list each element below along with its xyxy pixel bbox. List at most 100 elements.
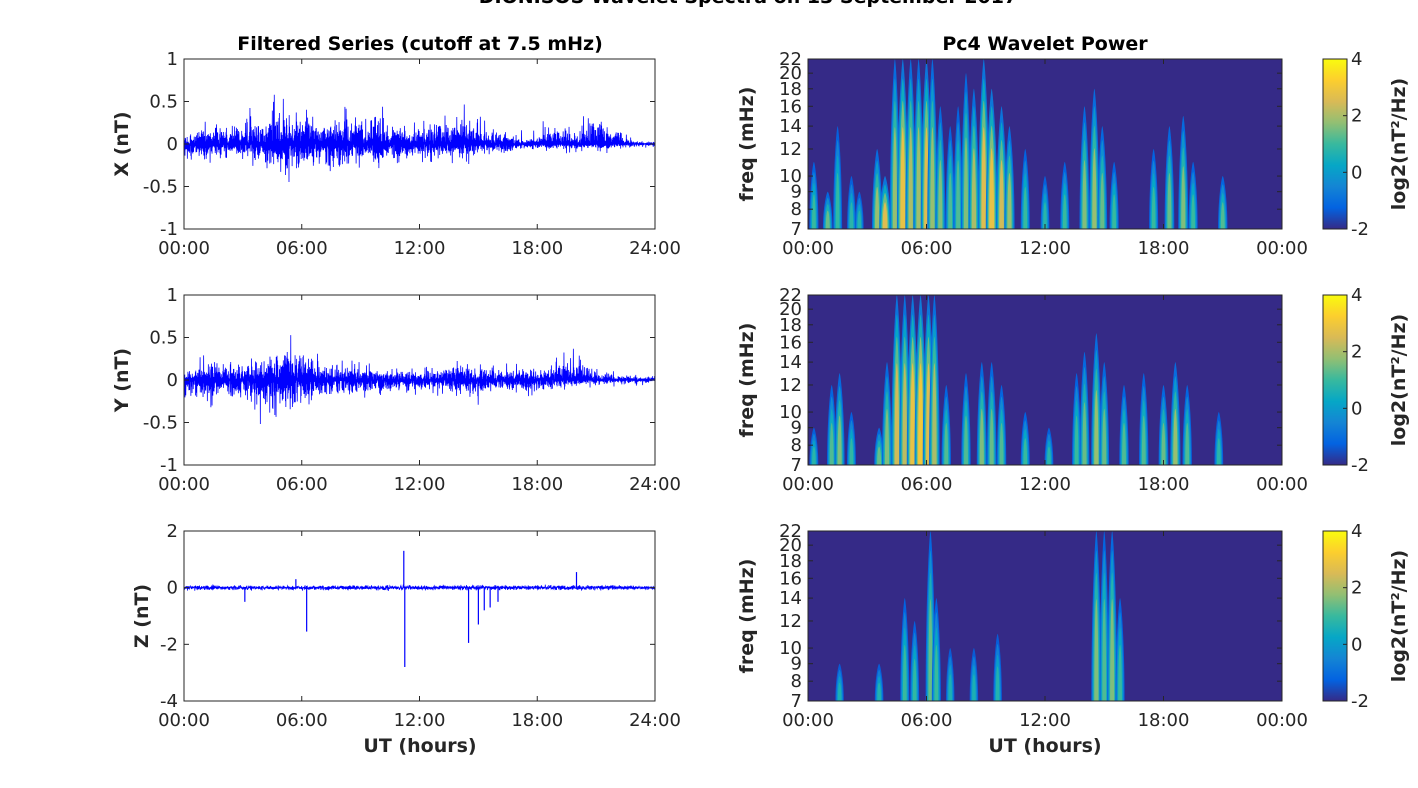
colorbar-label: log2(nT²/Hz) [1388,550,1410,682]
power-burst [908,127,913,229]
series-ytick-label: 0 [167,370,178,391]
series-xtick-label: 18:00 [511,474,563,495]
wavelet-xtick-label: 06:00 [901,710,953,731]
wavelet-xtick-label: 12:00 [1019,710,1071,731]
z-wavelet-xlabel: UT (hours) [988,735,1101,757]
wavelet-ytick-label: 20 [779,535,802,556]
power-burst [979,408,984,465]
wavelet-ytick-label: 10 [779,402,802,423]
power-burst [1161,422,1166,465]
power-burst [1102,408,1107,465]
power-burst [918,363,924,465]
power-burst [1141,415,1146,465]
power-burst [1216,438,1221,465]
series-ytick-label: -1 [160,219,178,240]
power-burst [837,415,842,465]
power-burst [956,160,961,229]
colorbar-label: log2(nT²/Hz) [1388,314,1410,446]
series-ytick-label: 1 [167,285,178,306]
wavelet-ytick-label: 20 [779,299,802,320]
power-burst [1151,186,1156,229]
wavelet-ytick-label: 16 [779,568,802,589]
wavelet-ytick-label: 12 [779,375,802,396]
wavelet-xtick-label: 00:00 [1256,474,1308,495]
power-burst [1092,148,1097,229]
wavelet-xtick-label: 18:00 [1138,474,1190,495]
series-trace [184,94,655,182]
power-burst [900,127,906,229]
series-xtick-label: 00:00 [158,238,210,259]
power-burst [1047,446,1051,465]
series-ytick-label: 0.5 [149,92,178,113]
wavelet-ytick-label: 8 [791,671,802,692]
wavelet-ytick-label: 9 [791,182,802,203]
x-series-panel: Filtered Series (cutoff at 7.5 mHz) X (n… [111,33,681,259]
figure-title: DIONISOS Wavelet Spectra on 13 September… [479,0,1017,8]
z-series-panel: Z (nT) 00:00 06:00 12:00 18:00 24:00 2 0 -2 -4 U… [131,521,681,757]
colorbar-tick-label: 2 [1351,578,1362,599]
series-ytick-label: 0.5 [149,328,178,349]
series-xtick-label: 24:00 [629,710,681,731]
wavelet-ytick-label: 7 [791,219,802,240]
series-ytick-label: 0 [167,134,178,155]
y-series-plot: 00:00 06:00 12:00 18:00 24:00 1 0.5 0 -0.5 -1 [143,285,681,495]
colorbar-tick-label: 2 [1351,106,1362,127]
series-xtick-label: 06:00 [276,238,328,259]
power-burst [934,644,939,701]
power-burst [1185,422,1190,465]
colorbar: 4 2 0 -2 log2(nT²/Hz) [1322,285,1410,476]
series-ytick-label: 2 [167,521,178,542]
power-burst [902,644,907,701]
series-xtick-label: 06:00 [276,710,328,731]
colorbar-tick-label: -2 [1351,691,1369,712]
series-xtick-label: 06:00 [276,474,328,495]
series-xtick-label: 00:00 [158,710,210,731]
power-burst [1181,166,1186,229]
y-wavelet-ylabel: freq (mHz) [736,323,758,438]
wavelet-ytick-label: 9 [791,418,802,439]
wavelet-ytick-label: 12 [779,611,802,632]
power-burst [874,186,880,229]
wavelet-xtick-label: 00:00 [1256,238,1308,259]
wavelet-ytick-label: 7 [791,455,802,476]
x-series-plot: 00:00 06:00 12:00 18:00 24:00 1 0.5 0 -0.5 -1 [143,49,681,259]
series-ytick-label: 0 [167,578,178,599]
wavelet-ytick-label: 10 [779,166,802,187]
power-burst [1100,172,1105,229]
power-burst [972,674,976,701]
power-burst [1043,202,1047,229]
power-burst [849,438,854,465]
colorbar-tick-label: 4 [1351,521,1362,542]
wavelet-ytick-label: 18 [779,551,802,572]
wavelet-xtick-label: 00:00 [782,474,834,495]
y-series-ylabel: Y (nT) [111,348,133,413]
wavelet-ytick-label: 22 [779,521,802,542]
power-burst [812,446,816,465]
z-series-xlabel: UT (hours) [363,735,476,757]
power-burst [877,682,881,701]
power-burst [999,160,1004,229]
wavelet-xtick-label: 18:00 [1138,238,1190,259]
wavelet-xtick-label: 18:00 [1138,710,1190,731]
wavelet-xtick-label: 12:00 [1019,474,1071,495]
colorbar-tick-label: 0 [1351,162,1362,183]
series-xtick-label: 12:00 [394,474,446,495]
wavelet-ytick-label: 8 [791,435,802,456]
power-burst [1102,599,1107,701]
series-panel-title: Filtered Series (cutoff at 7.5 mHz) [237,33,603,55]
wavelet-ytick-label: 14 [779,588,802,609]
series-ytick-label: -0.5 [143,177,178,198]
wavelet-xtick-label: 00:00 [1256,710,1308,731]
series-trace [184,584,655,591]
colorbar-gradient [1322,294,1348,466]
power-burst [989,408,994,465]
wavelet-ytick-label: 16 [779,332,802,353]
series-ytick-label: -1 [160,455,178,476]
power-burst [938,160,943,229]
power-burst [999,422,1004,465]
colorbar-gradient [1322,530,1348,702]
wavelet-ytick-label: 18 [779,79,802,100]
power-burst [995,666,1000,701]
series-ytick-label: -4 [160,691,178,712]
series-xtick-label: 12:00 [394,710,446,731]
